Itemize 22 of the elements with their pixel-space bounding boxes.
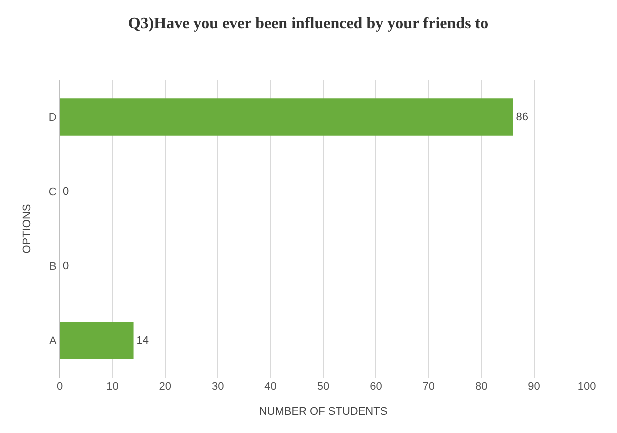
x-tick-label: 0 (56, 381, 64, 393)
x-tick-label: 70 (422, 381, 436, 393)
x-tick-label: 90 (528, 381, 540, 393)
data-label: 14 (136, 334, 150, 347)
y-tick-label: A (49, 336, 58, 348)
x-tick-label: 100 (578, 381, 596, 393)
x-axis-title: NUMBER OF STUDENTS (259, 406, 388, 418)
data-label: 0 (63, 260, 70, 272)
data-label: 86 (516, 111, 528, 124)
y-tick-label: B (49, 261, 57, 274)
x-tick-label: 10 (106, 381, 119, 393)
x-tick-label: 60 (370, 381, 382, 393)
x-tick-label: 40 (264, 381, 277, 393)
x-tick-label: 30 (212, 381, 224, 393)
y-tick-label: C (48, 186, 57, 199)
x-tick-label: 50 (317, 381, 330, 393)
x-tick-label: 80 (475, 381, 488, 393)
x-tick-label: 20 (159, 381, 172, 393)
y-axis-title: OPTIONS (21, 204, 34, 254)
data-label: 0 (63, 186, 70, 198)
y-tick-label: D (48, 112, 57, 124)
chart-title: Q3)Have you ever been influenced by your friends to (128, 16, 489, 33)
